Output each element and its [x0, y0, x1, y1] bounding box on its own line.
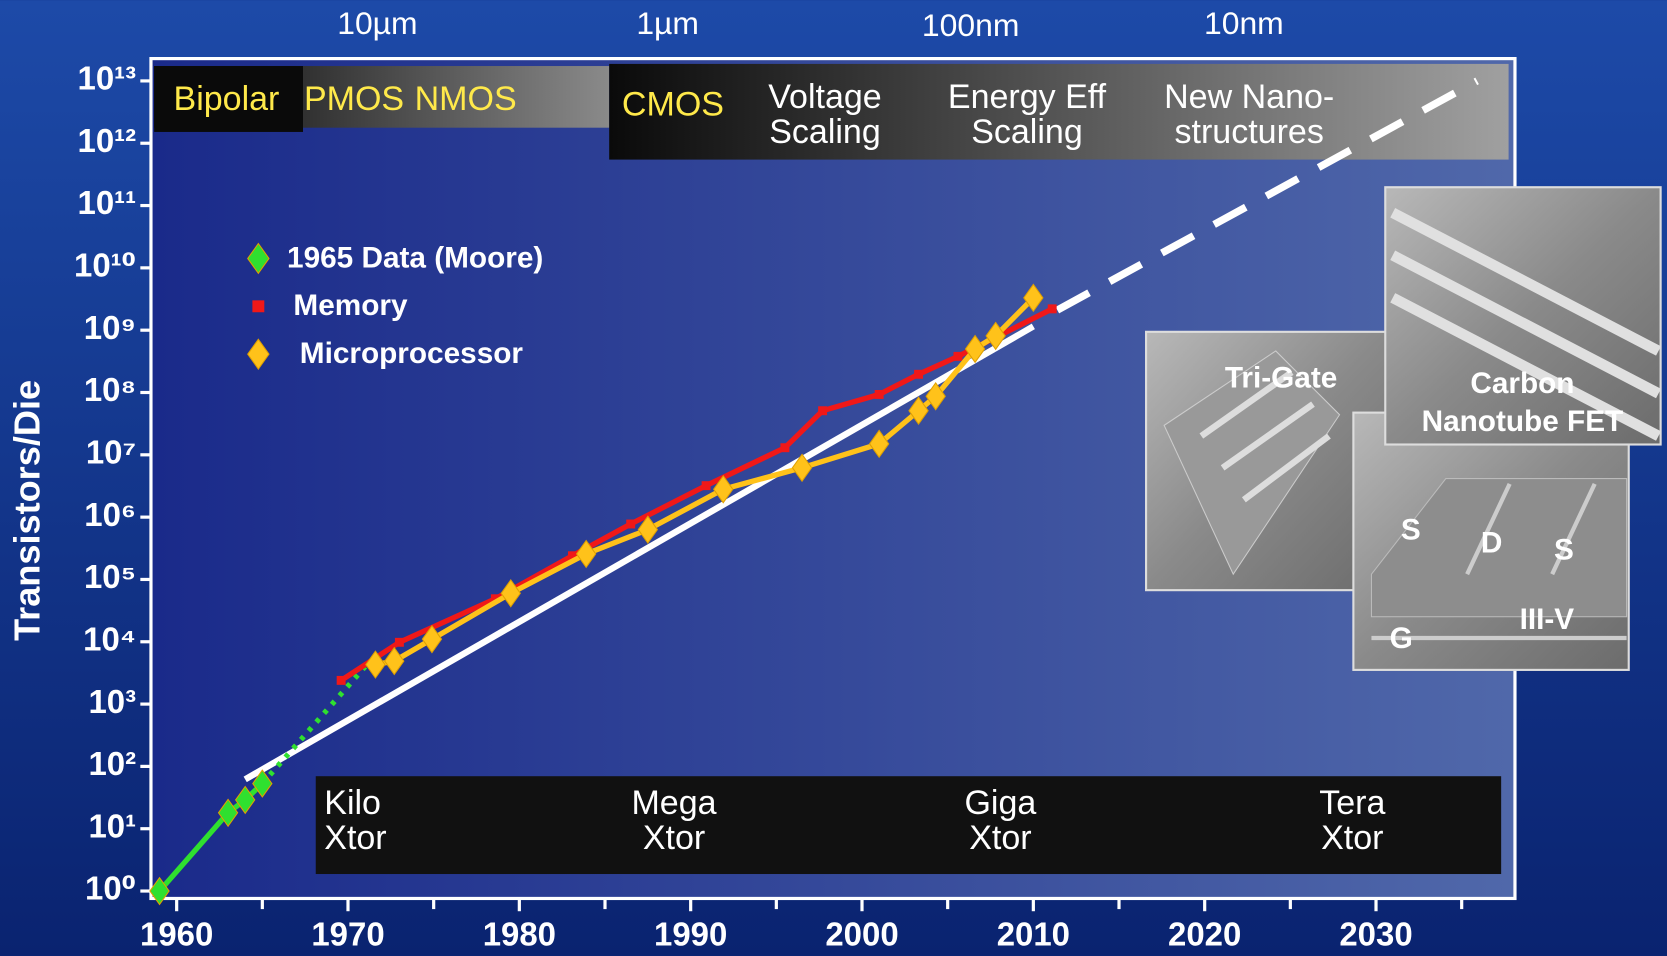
tech-label: New Nano- — [1164, 78, 1334, 116]
x-tick-label: 1980 — [483, 915, 556, 952]
legend-label: 1965 Data (Moore) — [287, 241, 543, 274]
tech-label: PMOS — [304, 80, 404, 118]
marker — [914, 370, 923, 379]
marker — [780, 443, 789, 452]
marker — [395, 638, 404, 647]
x-tick-label: 1960 — [140, 915, 213, 952]
inset-label: III-V — [1520, 603, 1575, 636]
inset-label: D — [1481, 526, 1503, 559]
chart: Bipolar PMOS NMOS CMOS Voltage Scaling E… — [0, 0, 1667, 956]
page: {"chart_data": { "type": "line", "y_labe… — [0, 0, 1667, 956]
tech-label: structures — [1175, 113, 1324, 151]
inset-iii-v: S D S G III-V — [1353, 413, 1628, 670]
y-tick-label: 10⁰ — [85, 870, 136, 907]
inset-label: Carbon — [1470, 367, 1574, 400]
legend-label: Memory — [293, 289, 408, 322]
marker — [1048, 304, 1057, 313]
y-tick-label: 10¹ — [88, 807, 136, 844]
x-tick-label: 2010 — [997, 915, 1070, 952]
scale-label: Xtor — [1321, 819, 1383, 857]
scale-label: Mega — [631, 784, 716, 822]
x-tick-label: 1970 — [311, 915, 384, 952]
tech-label: CMOS — [622, 85, 724, 123]
feature-size: 10µm — [337, 5, 417, 41]
scale-label: Xtor — [324, 819, 386, 857]
y-tick-label: 10⁶ — [84, 496, 136, 533]
inset-label: Nanotube FET — [1422, 405, 1624, 438]
y-tick-label: 10² — [88, 745, 136, 782]
y-tick-label: 10¹² — [78, 122, 137, 159]
feature-size: 100nm — [922, 7, 1019, 43]
marker — [626, 520, 635, 529]
scale-label: Kilo — [324, 784, 381, 822]
marker — [953, 352, 962, 361]
scale-label: Xtor — [643, 819, 705, 857]
y-tick-label: 10¹⁰ — [74, 247, 136, 284]
inset-label: S — [1401, 514, 1421, 547]
legend-label: Microprocessor — [300, 337, 524, 370]
x-tick-label: 2030 — [1339, 915, 1412, 952]
marker — [337, 676, 346, 685]
scale-label: Giga — [964, 784, 1036, 822]
y-axis-title: Transistors/Die — [6, 380, 47, 641]
y-tick-label: 10⁸ — [84, 371, 136, 408]
scale-label: Xtor — [969, 819, 1031, 857]
y-tick-label: 10⁹ — [84, 309, 136, 346]
legend-marker — [252, 300, 264, 312]
feature-size: 1µm — [636, 5, 699, 41]
inset-cnt: Carbon Nanotube FET — [1385, 187, 1660, 444]
tech-label: Scaling — [971, 113, 1083, 151]
y-tick-label: 10³ — [88, 683, 136, 720]
tech-label: Energy Eff — [948, 78, 1107, 116]
y-tick-label: 10⁵ — [84, 558, 136, 595]
x-tick-label: 1990 — [654, 915, 727, 952]
tech-label: Voltage — [768, 78, 882, 116]
tech-label: Bipolar — [174, 80, 280, 118]
x-tick-label: 2020 — [1168, 915, 1241, 952]
feature-size: 10nm — [1204, 5, 1284, 41]
inset-label: S — [1554, 534, 1574, 567]
inset-tri-gate: Tri-Gate — [1146, 332, 1387, 590]
marker — [818, 406, 827, 415]
inset-label: G — [1390, 622, 1413, 655]
y-tick-label: 10⁴ — [83, 620, 136, 657]
marker — [702, 481, 711, 490]
y-tick-label: 10⁷ — [86, 434, 136, 471]
x-tick-label: 2000 — [825, 915, 898, 952]
tech-label: NMOS — [415, 80, 517, 118]
marker — [875, 390, 884, 399]
y-tick-label: 10¹¹ — [78, 184, 137, 221]
tech-label: Scaling — [769, 113, 881, 151]
y-tick-label: 10¹³ — [78, 60, 137, 97]
scale-label: Tera — [1319, 784, 1385, 822]
inset-label: Tri-Gate — [1225, 362, 1337, 395]
